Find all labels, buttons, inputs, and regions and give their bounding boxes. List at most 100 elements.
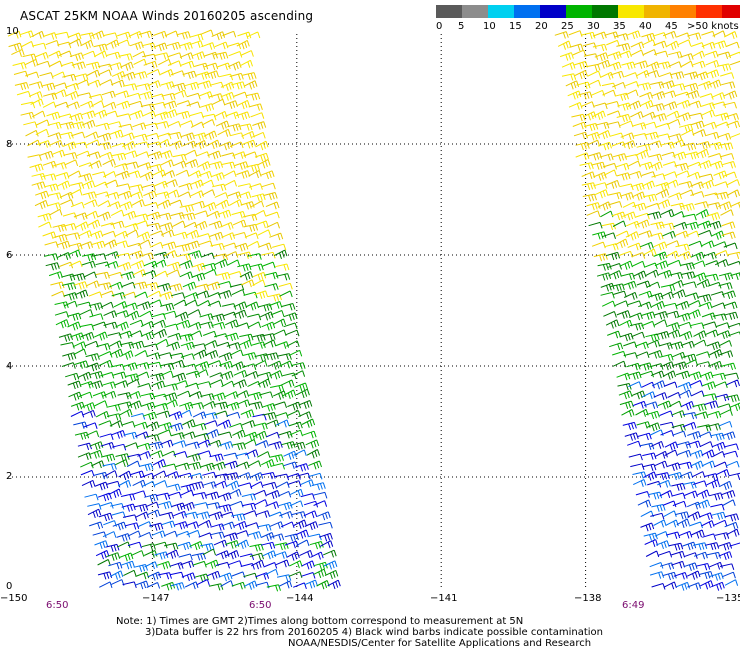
wind-barb <box>236 99 250 110</box>
wind-barb <box>220 580 234 587</box>
wind-barb <box>117 261 132 271</box>
wind-barb <box>204 349 219 360</box>
wind-barb <box>718 551 733 561</box>
wind-barb <box>122 83 138 91</box>
wind-barb <box>275 341 290 349</box>
wind-barb <box>103 310 117 319</box>
wind-barb <box>641 311 656 320</box>
wind-barb <box>722 499 736 506</box>
legend-label-5: 5 <box>458 21 465 32</box>
wind-barb <box>74 73 89 81</box>
wind-barb <box>68 260 83 268</box>
wind-barb <box>682 353 697 362</box>
wind-barb <box>261 458 275 469</box>
wind-barb <box>93 43 108 52</box>
wind-barb <box>142 53 157 61</box>
wind-barb <box>144 282 159 291</box>
wind-barb <box>151 380 166 390</box>
wind-barb <box>109 129 124 139</box>
wind-barb <box>117 479 132 488</box>
wind-barb <box>699 580 714 590</box>
wind-barb <box>195 71 210 80</box>
wind-barb <box>136 301 151 311</box>
wind-barb <box>133 133 148 142</box>
wind-barb <box>84 493 99 501</box>
wind-barb <box>667 391 681 399</box>
wind-barb <box>239 553 255 561</box>
wind-barb <box>608 270 622 280</box>
wind-barb <box>81 260 96 269</box>
wind-barb <box>287 410 301 417</box>
wind-barb <box>143 550 158 558</box>
wind-barb <box>634 60 649 69</box>
wind-barb <box>289 488 304 497</box>
wind-barb <box>89 230 104 240</box>
wind-barb <box>114 380 129 388</box>
wind-barb <box>92 253 107 260</box>
wind-barb <box>116 541 131 549</box>
wind-barb <box>638 362 653 371</box>
wind-barb <box>692 129 707 137</box>
wind-barb <box>298 400 313 409</box>
wind-barb <box>97 142 112 150</box>
wind-barb <box>162 450 177 458</box>
wind-barb <box>702 251 717 260</box>
wind-barb <box>289 500 304 507</box>
wind-barb <box>235 539 249 550</box>
time-label-1: 6:50 <box>46 600 69 611</box>
wind-barb <box>233 520 248 531</box>
wind-barb <box>296 388 310 399</box>
wind-barb <box>678 330 693 341</box>
wind-barb <box>254 152 269 162</box>
wind-barb <box>174 380 189 387</box>
wind-barb <box>253 430 268 441</box>
wind-barb <box>52 224 67 233</box>
wind-barb <box>304 579 318 589</box>
wind-barb <box>187 250 202 259</box>
wind-barb <box>706 212 721 221</box>
wind-barb <box>626 362 641 371</box>
wind-barb <box>677 39 692 46</box>
wind-barb <box>559 52 574 61</box>
legend-label-10: 10 <box>483 21 496 32</box>
wind-barb <box>184 159 199 169</box>
wind-barb <box>671 83 686 91</box>
wind-barb <box>220 91 235 101</box>
wind-barb <box>101 90 116 99</box>
wind-barb <box>581 182 596 191</box>
wind-barb <box>65 232 81 240</box>
wind-barb <box>45 262 60 271</box>
wind-barb <box>158 58 172 66</box>
wind-barb <box>14 82 29 91</box>
wind-barb <box>707 220 722 230</box>
wind-barb <box>262 481 278 490</box>
wind-barb <box>209 511 223 521</box>
wind-barb <box>42 173 57 181</box>
wind-barb <box>267 293 282 302</box>
wind-barb <box>215 561 230 569</box>
wind-barb <box>707 79 722 89</box>
wind-barb <box>729 542 740 547</box>
wind-barb <box>157 429 172 437</box>
wind-barb <box>166 261 181 271</box>
wind-barb <box>327 579 341 590</box>
wind-barb <box>223 170 237 177</box>
wind-barb <box>141 543 156 551</box>
wind-barb <box>57 252 71 260</box>
lat-label-10: 10 <box>6 26 19 37</box>
wind-barb <box>224 472 239 481</box>
wind-barb <box>53 82 68 90</box>
wind-barb <box>697 160 712 170</box>
wind-barb <box>263 562 278 569</box>
wind-barb <box>246 313 262 321</box>
wind-barb <box>281 441 296 450</box>
wind-barb <box>603 169 617 177</box>
wind-barb <box>90 100 105 107</box>
wind-barb <box>638 290 653 299</box>
wind-barb <box>144 561 158 570</box>
wind-barb <box>138 91 153 100</box>
wind-barb <box>671 351 686 360</box>
wind-barb <box>157 212 172 221</box>
wind-barb <box>121 281 136 289</box>
wind-barb <box>709 160 724 170</box>
